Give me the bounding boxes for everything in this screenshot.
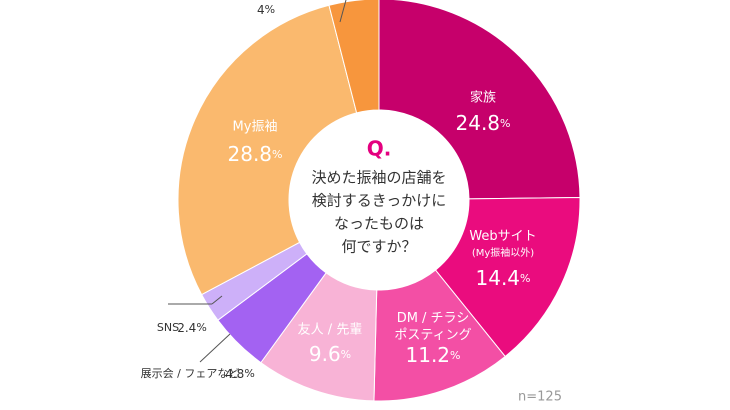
value: 4 <box>257 3 265 17</box>
center-text: 何ですか？ <box>341 238 416 256</box>
value: 11.2 <box>406 343 451 367</box>
value: 14.4 <box>476 266 521 290</box>
unit: % <box>265 3 275 16</box>
leader-line <box>199 333 231 363</box>
unit: % <box>520 272 530 285</box>
category-label: SNS <box>157 321 179 334</box>
category-label: 家族 <box>470 90 496 106</box>
sample-size: n=125 <box>518 390 562 405</box>
category-label: 展示会 / フェアなど <box>141 367 240 380</box>
value-label: 4% <box>257 3 275 17</box>
center-text: 検討するきっかけに <box>312 192 446 210</box>
category-label: DM / チラシポスティング <box>394 311 471 343</box>
unit: % <box>272 148 282 161</box>
value-label: 24.8% <box>456 111 511 135</box>
unit: % <box>196 321 206 334</box>
category-label: My振袖 <box>233 120 278 135</box>
unit: % <box>244 367 254 380</box>
value: 9.6 <box>309 342 341 366</box>
center-text: なったものは <box>334 215 424 233</box>
value-label: 11.2% <box>406 343 461 367</box>
value: 4.8 <box>225 367 244 381</box>
value: 28.8 <box>228 142 273 166</box>
center-hole <box>289 110 469 290</box>
value-label: 2.4% <box>177 321 207 335</box>
value-label: 4.8% <box>225 367 255 381</box>
center-text: 決めた振袖の店舗を <box>311 169 446 187</box>
unit: % <box>500 117 510 130</box>
center-title: Q. <box>367 137 392 161</box>
value-label: 14.4% <box>476 266 531 290</box>
leader-line <box>211 295 223 305</box>
category-label: Webサイト(My振袖以外) <box>469 229 536 260</box>
leader-line <box>339 0 347 23</box>
value-label: 9.6% <box>309 342 351 366</box>
value-label: 28.8% <box>228 142 283 166</box>
value: 2.4 <box>177 321 196 335</box>
value: 24.8 <box>456 111 501 135</box>
unit: % <box>450 349 460 362</box>
unit: % <box>341 348 351 361</box>
category-label: 友人 / 先輩 <box>298 322 363 338</box>
